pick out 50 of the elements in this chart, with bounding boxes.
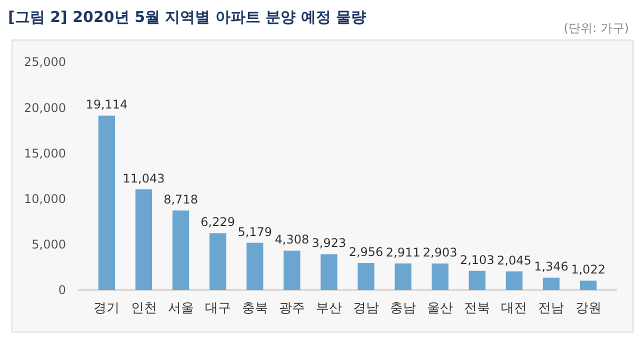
- y-tick-label: 0: [58, 283, 66, 298]
- y-tick-label: 5,000: [32, 238, 66, 252]
- x-tick-label: 서울: [168, 301, 194, 316]
- x-tick-label: 부산: [316, 301, 342, 316]
- x-tick-label: 경기: [94, 301, 120, 316]
- bar: [172, 210, 190, 290]
- data-label: 2,103: [460, 252, 494, 267]
- data-label: 1,022: [571, 262, 606, 277]
- x-tick-label: 대전: [501, 301, 528, 316]
- data-label: 2,956: [348, 245, 384, 260]
- data-label: 2,903: [422, 246, 458, 260]
- bar: [246, 242, 264, 290]
- x-tick-label: 울산: [427, 301, 454, 316]
- bar: [506, 271, 523, 290]
- bar: [432, 264, 448, 290]
- data-label: 8,718: [164, 192, 198, 206]
- x-tick-label: 전북: [464, 301, 490, 316]
- bar: [135, 189, 152, 290]
- bar: [394, 263, 412, 290]
- x-tick-label: 인천: [130, 301, 157, 316]
- x-tick-label: 충북: [242, 301, 268, 316]
- y-tick-label: 20,000: [24, 100, 66, 115]
- y-tick-label: 15,000: [24, 146, 66, 160]
- x-tick-label: 경남: [353, 301, 380, 316]
- data-label: 11,043: [122, 171, 165, 186]
- bar: [98, 116, 116, 290]
- y-tick-label: 10,000: [24, 192, 66, 206]
- y-tick-label: 25,000: [24, 55, 66, 70]
- data-label: 19,114: [86, 98, 128, 112]
- text: (단위: 가구): [564, 21, 629, 35]
- x-tick-label: 대구: [204, 301, 231, 316]
- bar: [542, 278, 560, 290]
- data-label: 3,923: [312, 236, 346, 250]
- x-tick-label: 전남: [538, 301, 564, 316]
- bar: [580, 280, 597, 290]
- data-label: 2,045: [497, 253, 532, 268]
- bar: [210, 233, 226, 290]
- chart-title: [그림 2] 2020년 5월 지역별 아파트 분양 예정 물량: [8, 8, 366, 26]
- x-tick-label: 강원: [575, 301, 602, 316]
- data-label: 4,308: [274, 232, 310, 247]
- x-tick-label: 광주: [278, 301, 305, 316]
- bar: [358, 263, 374, 290]
- data-label: 2,911: [386, 245, 420, 260]
- bar: [468, 270, 486, 290]
- bar: [320, 254, 338, 290]
- bar: [284, 250, 300, 290]
- data-label: 6,229: [200, 215, 236, 230]
- data-label: 1,346: [534, 260, 568, 274]
- data-label: 5,179: [238, 224, 272, 239]
- x-tick-label: 충남: [390, 301, 416, 316]
